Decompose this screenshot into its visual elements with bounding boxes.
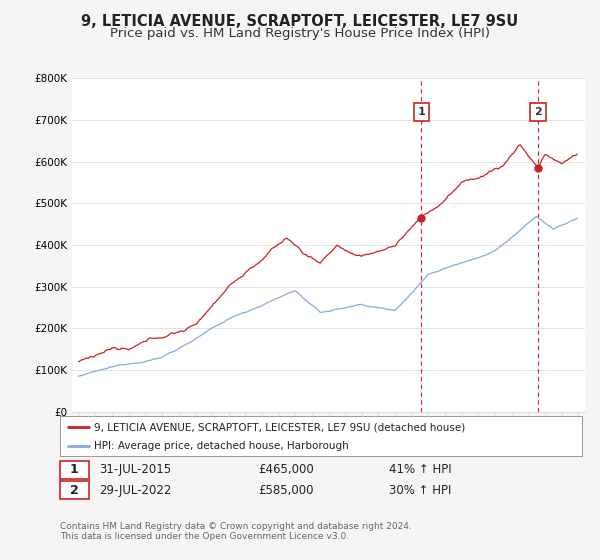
Text: Contains HM Land Registry data © Crown copyright and database right 2024.: Contains HM Land Registry data © Crown c… [60,522,412,531]
Text: £465,000: £465,000 [259,463,314,476]
FancyBboxPatch shape [60,482,89,499]
Text: £585,000: £585,000 [259,484,314,497]
FancyBboxPatch shape [60,461,89,478]
Text: 9, LETICIA AVENUE, SCRAPTOFT, LEICESTER, LE7 9SU (detached house): 9, LETICIA AVENUE, SCRAPTOFT, LEICESTER,… [94,422,465,432]
Text: 1: 1 [418,107,425,116]
Text: HPI: Average price, detached house, Harborough: HPI: Average price, detached house, Harb… [94,441,349,451]
Text: 31-JUL-2015: 31-JUL-2015 [99,463,171,476]
Text: 41% ↑ HPI: 41% ↑ HPI [389,463,451,476]
Text: 1: 1 [70,463,79,476]
Text: 9, LETICIA AVENUE, SCRAPTOFT, LEICESTER, LE7 9SU: 9, LETICIA AVENUE, SCRAPTOFT, LEICESTER,… [82,14,518,29]
Text: This data is licensed under the Open Government Licence v3.0.: This data is licensed under the Open Gov… [60,532,349,541]
Text: 29-JUL-2022: 29-JUL-2022 [99,484,172,497]
Text: Price paid vs. HM Land Registry's House Price Index (HPI): Price paid vs. HM Land Registry's House … [110,27,490,40]
Text: 30% ↑ HPI: 30% ↑ HPI [389,484,451,497]
Text: 2: 2 [534,107,542,116]
Text: 2: 2 [70,484,79,497]
